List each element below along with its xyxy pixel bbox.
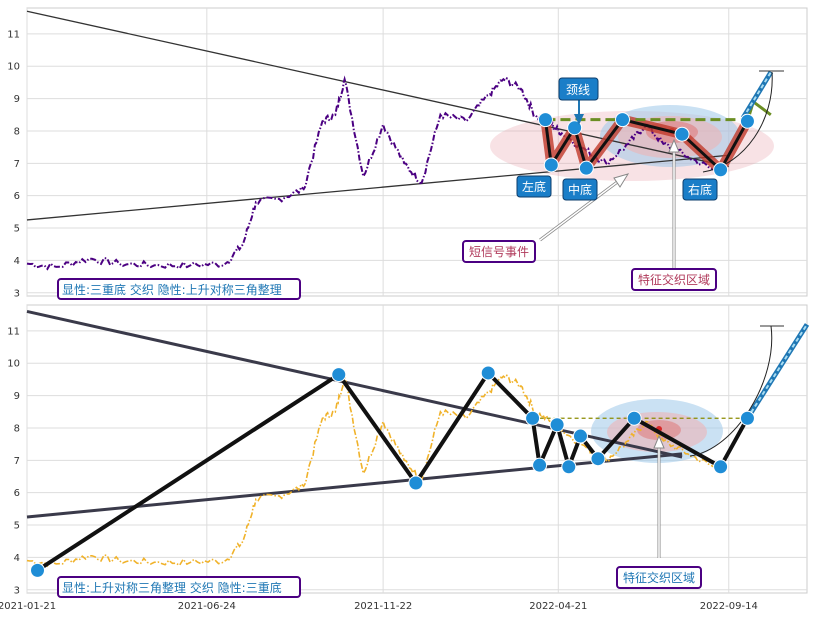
bottom-y-tick-label: 5 xyxy=(14,521,20,532)
top-projection-arrow-dash xyxy=(742,71,772,119)
bottom-pattern-point xyxy=(525,410,541,426)
label-right-bottom: 右底 xyxy=(682,178,718,201)
bottom-pattern-point xyxy=(480,365,496,381)
top-pattern-point xyxy=(578,160,594,176)
bottom-pattern-markers xyxy=(30,365,755,578)
bottom-y-tick-label: 4 xyxy=(14,553,20,564)
label-feature-zone-bottom-text: 特征交织区域 xyxy=(623,570,695,585)
top-pattern-point xyxy=(739,113,755,129)
top-pattern-point xyxy=(615,112,631,128)
top-y-tick-label: 11 xyxy=(7,29,20,40)
bottom-y-tick-label: 8 xyxy=(14,423,20,434)
top-y-tick-label: 9 xyxy=(14,94,20,105)
top-price-series xyxy=(26,75,715,271)
bottom-grid xyxy=(26,305,807,593)
bottom-pattern-point xyxy=(532,457,548,473)
bottom-projection-curve xyxy=(689,325,773,457)
top-pattern-point xyxy=(713,162,729,178)
neckline-arrow-head xyxy=(574,114,584,125)
top-caption: 显性:三重底 交织 隐性:上升对称三角整理 xyxy=(57,278,301,300)
top-pattern-point xyxy=(567,120,583,136)
top-y-tick-label: 7 xyxy=(14,159,20,170)
label-feature-zone-bottom: 特征交织区域 xyxy=(616,566,702,589)
bottom-pattern-point xyxy=(590,451,606,467)
label-mid-bottom: 中底 xyxy=(562,178,598,201)
top-panel: 3 4 5 6 7 8 9 10 11 xyxy=(7,7,808,300)
bottom-pattern-point xyxy=(713,459,729,475)
top-y-ticks: 3 4 5 6 7 8 9 10 11 xyxy=(7,29,20,299)
bottom-caption-text: 显性:上升对称三角整理 交织 隐性:三重底 xyxy=(62,580,282,595)
short-signal-arrow-inner xyxy=(539,179,621,241)
bottom-pattern-point xyxy=(30,562,46,578)
bottom-pattern-point xyxy=(626,410,642,426)
top-pattern-point xyxy=(543,157,559,173)
label-right-bottom-text: 右底 xyxy=(688,182,712,197)
bottom-feature-zone-arrow-head xyxy=(653,434,665,449)
top-y-tick-label: 3 xyxy=(14,288,20,299)
label-neckline-text: 颈线 xyxy=(566,83,590,97)
top-annotation-arrows xyxy=(539,100,680,268)
bottom-trendline-upper xyxy=(26,310,683,459)
bottom-y-tick-label: 3 xyxy=(14,585,20,596)
bottom-y-tick-label: 7 xyxy=(14,456,20,467)
top-trendline-lower xyxy=(26,154,729,221)
top-pattern-point xyxy=(537,112,553,128)
label-left-bottom-text: 左底 xyxy=(522,179,546,194)
top-caption-text: 显性:三重底 交织 隐性:上升对称三角整理 xyxy=(62,282,282,297)
top-y-tick-label: 6 xyxy=(14,191,20,202)
bottom-pattern-point xyxy=(408,475,424,491)
label-short-signal: 短信号事件 xyxy=(462,240,536,263)
bottom-x-ticks: 2021-01-21 2021-06-24 2021-11-22 2022-04-21… xyxy=(0,601,758,612)
bottom-y-tick-label: 9 xyxy=(14,391,20,402)
top-pattern-point xyxy=(674,126,690,142)
x-tick-label: 2022-09-14 xyxy=(700,601,758,612)
bottom-pattern-point xyxy=(739,410,755,426)
top-y-tick-label: 8 xyxy=(14,126,20,137)
top-pattern-markers xyxy=(537,112,755,178)
bottom-y-tick-label: 11 xyxy=(7,326,20,337)
top-y-tick-label: 4 xyxy=(14,256,20,267)
bottom-panel: 3 4 5 6 7 8 9 10 11 2021-01-21 2021-06-24 2021-11-… xyxy=(0,304,810,612)
bottom-y-ticks: 3 4 5 6 7 8 9 10 11 xyxy=(7,326,20,596)
short-signal-arrow-head xyxy=(613,173,630,188)
x-tick-label: 2021-06-24 xyxy=(178,601,236,612)
bottom-annotation-arrows xyxy=(653,434,665,558)
label-feature-zone-top: 特征交织区域 xyxy=(631,268,717,291)
bottom-pattern-point xyxy=(561,459,577,475)
x-tick-label: 2022-04-21 xyxy=(529,601,587,612)
bottom-y-tick-label: 6 xyxy=(14,488,20,499)
bottom-y-tick-label: 10 xyxy=(7,359,20,370)
x-tick-label: 2021-11-22 xyxy=(354,601,412,612)
label-feature-zone-top-text: 特征交织区域 xyxy=(638,272,710,287)
bottom-pattern-point xyxy=(549,417,565,433)
top-y-tick-label: 5 xyxy=(14,224,20,235)
label-mid-bottom-text: 中底 xyxy=(568,182,592,197)
label-short-signal-text: 短信号事件 xyxy=(469,245,529,259)
bottom-pattern-point xyxy=(572,428,588,444)
x-tick-label: 2021-01-21 xyxy=(0,601,56,612)
label-left-bottom: 左底 xyxy=(516,175,552,198)
label-neckline: 颈线 xyxy=(558,77,599,101)
bottom-caption: 显性:上升对称三角整理 交织 隐性:三重底 xyxy=(57,576,301,598)
bottom-pattern-point xyxy=(331,367,347,383)
top-y-tick-label: 10 xyxy=(7,62,20,73)
bottom-projection-arrow-dash xyxy=(746,323,808,419)
feature-zone-arrow-head xyxy=(668,138,680,153)
